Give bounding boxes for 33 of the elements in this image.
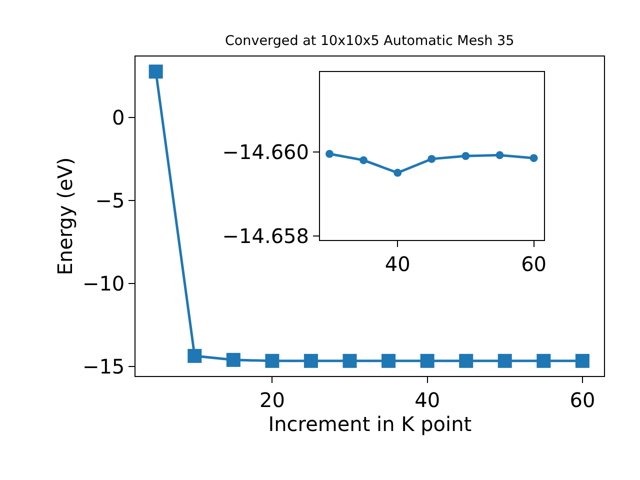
point <box>496 151 504 160</box>
point <box>536 354 551 368</box>
point <box>498 354 512 368</box>
point <box>304 354 318 368</box>
point <box>382 354 396 368</box>
point <box>360 156 368 164</box>
y-tick-label: −5 <box>95 188 125 213</box>
chart-title: Converged at 10x10x5 Automatic Mesh 35 <box>225 33 514 49</box>
point <box>420 354 434 368</box>
x-tick-label: 60 <box>570 388 596 412</box>
point <box>148 64 163 79</box>
point <box>226 352 240 367</box>
point <box>394 168 402 177</box>
x-tick-label: 40 <box>414 388 440 412</box>
point <box>265 354 280 368</box>
point <box>342 354 357 368</box>
y-axis-title: Energy (eV) <box>52 157 77 276</box>
point <box>530 154 538 162</box>
point <box>459 354 474 368</box>
point <box>188 348 202 363</box>
x-tick-label: 60 <box>521 252 547 276</box>
y-tick-label: −14.658 <box>222 224 309 248</box>
x-tick-label: 40 <box>384 252 410 276</box>
point <box>575 354 590 368</box>
y-tick-label: 0 <box>112 106 125 130</box>
point <box>326 150 334 158</box>
point <box>462 152 470 160</box>
y-tick-label: −15 <box>82 354 125 379</box>
x-axis-title: Increment in K point <box>268 412 472 436</box>
y-tick-label: −10 <box>82 272 125 296</box>
point <box>428 154 436 163</box>
y-tick-label: −14.660 <box>222 140 309 164</box>
x-tick-label: 20 <box>259 388 285 412</box>
